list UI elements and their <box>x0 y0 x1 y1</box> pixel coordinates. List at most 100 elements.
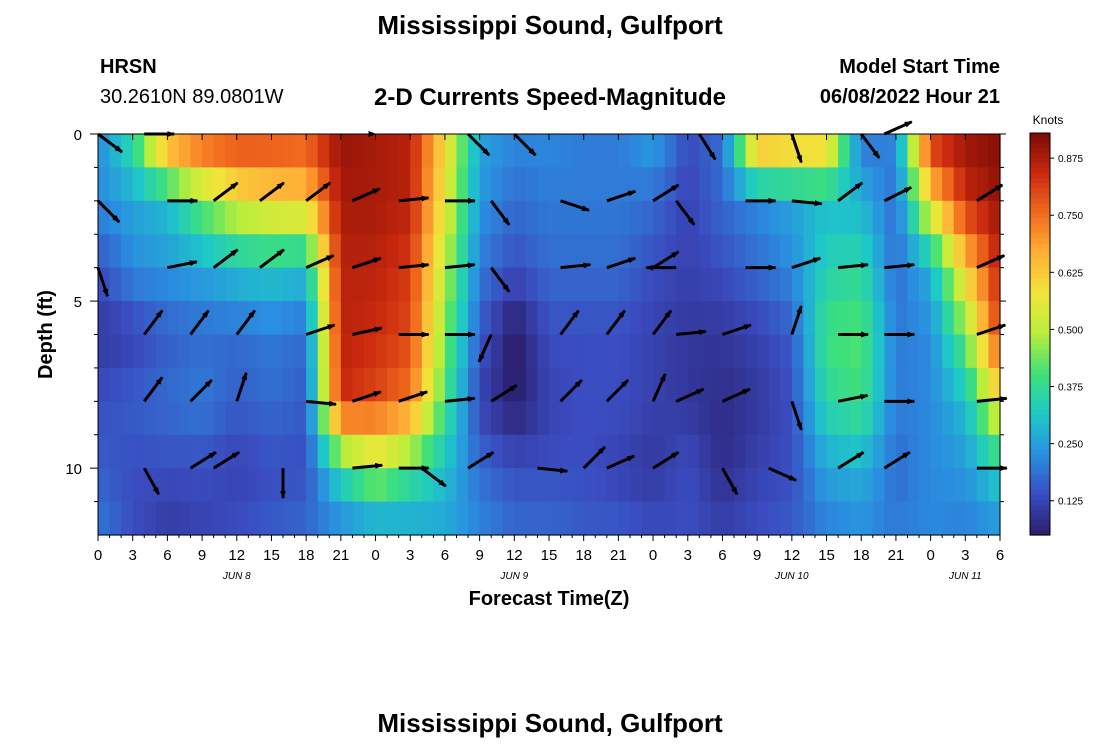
heat-cell <box>236 334 249 369</box>
heat-cell <box>791 367 805 402</box>
heat-cell <box>155 334 168 369</box>
colorbar-swatch <box>1030 414 1050 421</box>
heat-cell <box>814 301 828 336</box>
heat-cell <box>583 134 596 169</box>
heat-cell <box>768 434 781 469</box>
colorbar-swatch <box>1030 429 1050 436</box>
heat-cell <box>895 468 909 503</box>
heat-cell <box>583 367 596 402</box>
heat-cell <box>919 267 932 302</box>
colorbar-swatch <box>1030 308 1050 315</box>
heat-cell <box>132 301 145 336</box>
heat-cell <box>213 501 226 536</box>
heat-cell <box>491 434 504 469</box>
heat-cell <box>699 401 712 436</box>
heat-cell <box>560 401 573 436</box>
heat-cell <box>98 234 111 269</box>
heat-cell <box>664 501 677 536</box>
heat-cell <box>826 468 839 503</box>
current-vectors <box>96 120 1008 500</box>
colorbar-swatch <box>1030 389 1050 395</box>
colorbar-swatch <box>1030 419 1050 426</box>
heat-cell <box>745 367 758 402</box>
heat-cell <box>363 501 377 536</box>
heat-cell <box>595 367 608 402</box>
heat-cell <box>167 367 180 402</box>
heat-cell <box>98 167 111 202</box>
heat-cell <box>895 200 909 235</box>
heat-cell <box>872 434 885 469</box>
heat-cell <box>919 468 932 503</box>
heat-cell <box>710 401 724 436</box>
heat-cell <box>838 200 851 235</box>
heat-cell <box>132 367 145 402</box>
heat-cell <box>248 401 261 436</box>
heat-cell <box>468 367 481 402</box>
colorbar-swatch <box>1030 454 1050 461</box>
heat-cell <box>560 334 573 369</box>
heat-cell <box>363 401 377 436</box>
heat-cell <box>155 434 168 469</box>
current-vector <box>768 466 798 482</box>
heat-cell <box>294 367 307 402</box>
heat-cell <box>895 334 909 369</box>
x-tick-label: 6 <box>718 547 726 564</box>
heat-cell <box>121 501 134 536</box>
heat-cell <box>202 200 215 235</box>
heat-cell <box>942 234 955 269</box>
heat-cell <box>502 234 515 269</box>
heat-cell <box>433 267 446 302</box>
date-labels: JUN 8 JUN 9 JUN 10 JUN 11 <box>222 571 982 582</box>
heat-cell <box>919 134 932 169</box>
heat-cell <box>757 434 770 469</box>
heat-cell <box>202 468 215 503</box>
heat-cell <box>387 301 400 336</box>
heat-cell <box>525 267 539 302</box>
heat-cell <box>178 501 192 536</box>
current-vector <box>721 467 739 496</box>
heat-cell <box>710 200 724 235</box>
colorbar-swatch <box>1030 298 1050 305</box>
heat-cell <box>641 501 654 536</box>
heat-cell <box>757 468 770 503</box>
heat-cell <box>849 234 862 269</box>
heat-cell <box>294 468 307 503</box>
heat-cell <box>699 200 712 235</box>
heat-cell <box>780 401 793 436</box>
heat-cell <box>930 401 943 436</box>
colorbar-swatch <box>1030 208 1050 215</box>
heat-cell <box>456 134 469 169</box>
heat-cell <box>641 134 654 169</box>
current-vector <box>305 323 336 336</box>
heat-cell <box>803 134 816 169</box>
heat-cell <box>225 367 238 402</box>
heat-cell <box>444 167 458 202</box>
heat-cell <box>930 468 943 503</box>
heat-cell <box>664 167 677 202</box>
heat-cell <box>248 301 261 336</box>
heat-cell <box>283 267 296 302</box>
colorbar-swatch <box>1030 379 1050 385</box>
heat-cell <box>884 134 897 169</box>
heat-cell <box>456 468 469 503</box>
heat-cell <box>595 234 608 269</box>
heat-cell <box>236 234 249 269</box>
heat-cell <box>976 234 990 269</box>
colorbar-swatch <box>1030 474 1050 481</box>
heat-cell <box>872 267 885 302</box>
heat-cell <box>398 200 411 235</box>
heat-cell <box>248 334 261 369</box>
heat-cell <box>965 367 978 402</box>
heat-cell <box>653 501 666 536</box>
heat-cell <box>849 434 862 469</box>
heat-cell <box>178 267 192 302</box>
heat-cell <box>525 167 539 202</box>
heat-cell <box>225 200 238 235</box>
heat-cell <box>676 434 689 469</box>
current-vector <box>143 309 164 336</box>
heat-cell <box>710 301 724 336</box>
heat-cell <box>965 267 978 302</box>
heat-cell <box>884 167 897 202</box>
current-vector <box>513 132 537 157</box>
heat-cell <box>572 134 585 169</box>
